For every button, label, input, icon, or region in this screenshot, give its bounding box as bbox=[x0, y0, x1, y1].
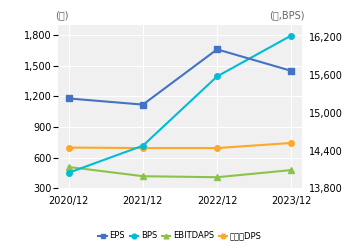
Line: 보통주DPS: 보통주DPS bbox=[66, 140, 294, 151]
보통주DPS bbox=[289, 141, 293, 144]
Line: BPS: BPS bbox=[66, 33, 294, 176]
Text: (원,BPS): (원,BPS) bbox=[269, 10, 305, 20]
Line: EBITDAPS: EBITDAPS bbox=[66, 164, 294, 180]
EPS bbox=[215, 48, 219, 51]
EBITDAPS bbox=[215, 176, 219, 179]
BPS bbox=[289, 34, 293, 37]
BPS bbox=[215, 75, 219, 78]
EBITDAPS bbox=[67, 165, 71, 168]
보통주DPS bbox=[67, 146, 71, 149]
보통주DPS bbox=[215, 147, 219, 150]
EBITDAPS bbox=[141, 175, 145, 178]
Legend: EPS, BPS, EBITDAPS, 보통주DPS: EPS, BPS, EBITDAPS, 보통주DPS bbox=[95, 228, 265, 244]
Text: (원): (원) bbox=[55, 10, 69, 20]
Line: EPS: EPS bbox=[66, 47, 294, 107]
EPS bbox=[289, 69, 293, 72]
BPS bbox=[67, 171, 71, 174]
EBITDAPS bbox=[289, 169, 293, 172]
EPS bbox=[141, 103, 145, 106]
BPS bbox=[141, 144, 145, 147]
EPS bbox=[67, 97, 71, 100]
보통주DPS bbox=[141, 147, 145, 150]
